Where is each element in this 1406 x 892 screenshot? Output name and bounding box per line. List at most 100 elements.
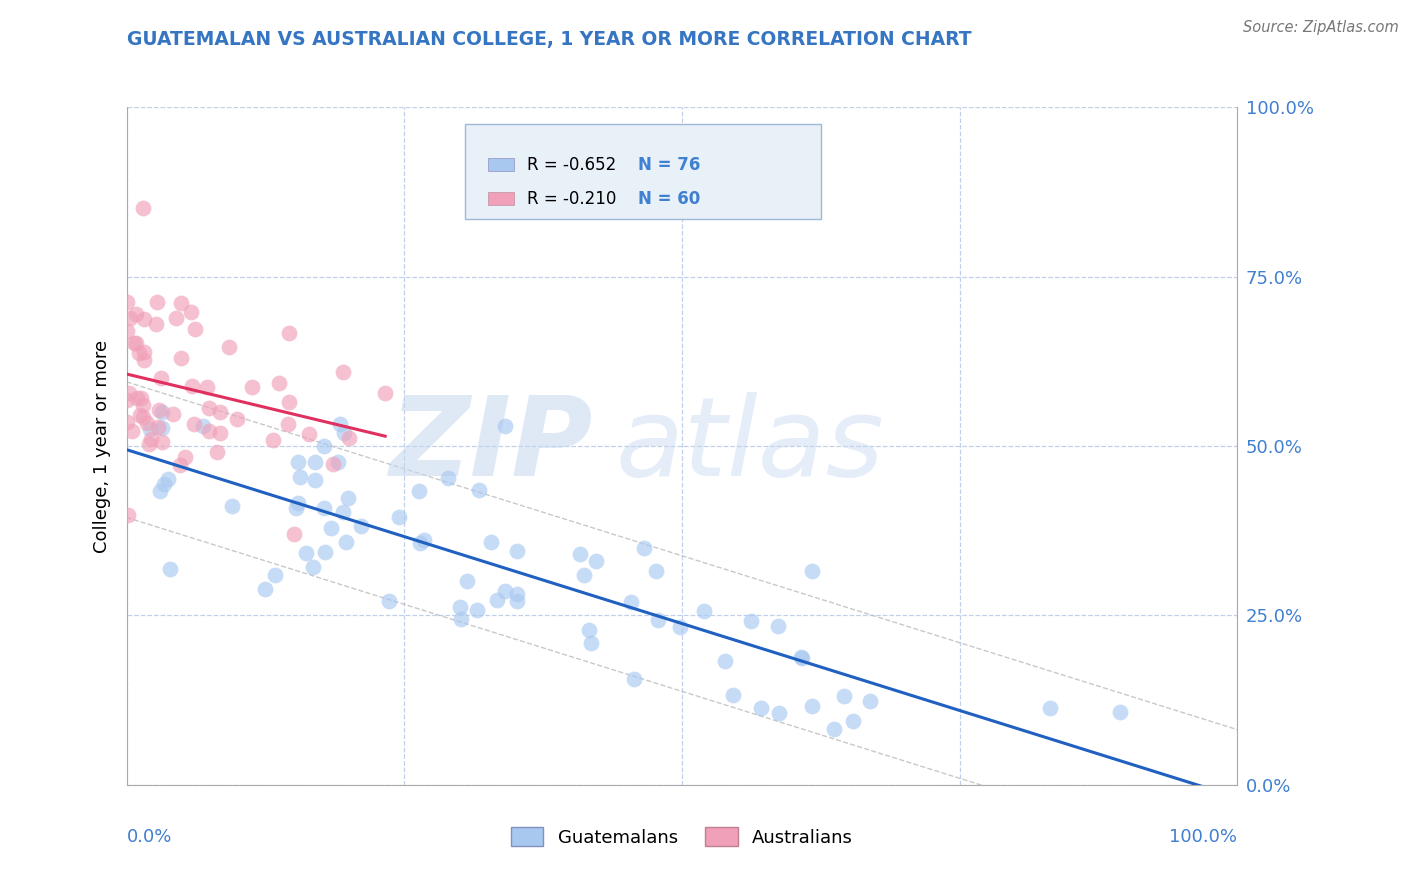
Point xyxy=(132,352,155,367)
Point xyxy=(118,385,141,400)
Point xyxy=(506,587,529,601)
Point xyxy=(117,415,139,429)
Point xyxy=(332,366,354,380)
Text: R = -0.210: R = -0.210 xyxy=(527,190,617,208)
Point xyxy=(332,505,354,519)
Point xyxy=(145,317,167,331)
Point xyxy=(766,619,789,633)
Point xyxy=(468,483,491,497)
Point xyxy=(295,546,318,560)
Point xyxy=(450,612,472,626)
Point xyxy=(1108,706,1130,720)
Point xyxy=(337,431,360,445)
Point xyxy=(150,405,173,419)
Point xyxy=(127,391,149,405)
Text: 0.0%: 0.0% xyxy=(127,828,172,846)
Point xyxy=(1039,700,1062,714)
Point xyxy=(350,519,373,533)
Point xyxy=(139,432,162,446)
Point xyxy=(312,500,335,515)
Point xyxy=(129,408,152,422)
Point xyxy=(302,559,325,574)
Point xyxy=(253,582,276,596)
Point xyxy=(198,425,221,439)
Point xyxy=(714,654,737,668)
Point xyxy=(125,307,148,321)
Point xyxy=(170,351,193,365)
Point xyxy=(115,295,138,310)
Point xyxy=(264,568,287,582)
Point xyxy=(146,295,169,310)
Point xyxy=(148,403,170,417)
Point xyxy=(262,434,284,448)
Point xyxy=(150,371,173,385)
Point xyxy=(208,405,231,419)
Point xyxy=(841,714,863,728)
Point xyxy=(136,416,159,430)
Point xyxy=(832,689,855,703)
Text: R = -0.652: R = -0.652 xyxy=(527,156,617,174)
Point xyxy=(226,412,249,426)
Point xyxy=(287,455,309,469)
Point xyxy=(581,636,603,650)
Point xyxy=(277,326,299,340)
Point xyxy=(181,379,204,393)
Point xyxy=(197,401,219,416)
Point xyxy=(449,600,471,615)
Point xyxy=(120,310,142,325)
Point xyxy=(117,392,139,407)
Point xyxy=(620,595,643,609)
Text: GUATEMALAN VS AUSTRALIAN COLLEGE, 1 YEAR OR MORE CORRELATION CHART: GUATEMALAN VS AUSTRALIAN COLLEGE, 1 YEAR… xyxy=(127,30,972,49)
Point xyxy=(162,407,184,421)
Point xyxy=(149,483,172,498)
Point xyxy=(768,706,790,721)
Point xyxy=(298,427,321,442)
Point xyxy=(240,380,263,394)
Point xyxy=(124,336,146,351)
Point xyxy=(647,613,669,627)
Point xyxy=(138,436,160,450)
Point xyxy=(117,508,139,522)
Point xyxy=(205,445,228,459)
Point xyxy=(208,426,231,441)
Point xyxy=(669,620,692,634)
Legend: Guatemalans, Australians: Guatemalans, Australians xyxy=(503,820,860,854)
Point xyxy=(218,341,240,355)
Point xyxy=(184,322,207,336)
Point xyxy=(572,568,595,582)
FancyBboxPatch shape xyxy=(488,158,515,171)
Point xyxy=(134,312,156,326)
FancyBboxPatch shape xyxy=(488,192,515,205)
Point xyxy=(801,564,824,578)
Point xyxy=(288,469,311,483)
Point xyxy=(859,694,882,708)
Text: N = 76: N = 76 xyxy=(638,156,700,174)
Point xyxy=(409,535,432,549)
Point xyxy=(159,562,181,576)
Point xyxy=(115,324,138,338)
Point xyxy=(170,296,193,310)
Point xyxy=(146,419,169,434)
Point xyxy=(506,544,529,558)
Point xyxy=(456,574,478,588)
Point xyxy=(314,438,336,452)
Point xyxy=(321,521,343,535)
Point xyxy=(790,649,813,664)
Point xyxy=(165,310,187,325)
Point xyxy=(152,477,174,491)
Point xyxy=(191,419,214,434)
Point xyxy=(494,583,516,598)
Point xyxy=(121,424,143,438)
Point xyxy=(693,604,716,618)
Point xyxy=(277,417,299,431)
Point xyxy=(486,593,509,607)
Point xyxy=(150,421,173,435)
Point xyxy=(585,554,607,568)
Point xyxy=(304,454,326,468)
Point xyxy=(157,472,180,486)
Point xyxy=(283,526,305,541)
Point xyxy=(174,450,197,465)
Point xyxy=(314,544,336,558)
Point xyxy=(823,722,845,736)
Point xyxy=(132,202,155,216)
